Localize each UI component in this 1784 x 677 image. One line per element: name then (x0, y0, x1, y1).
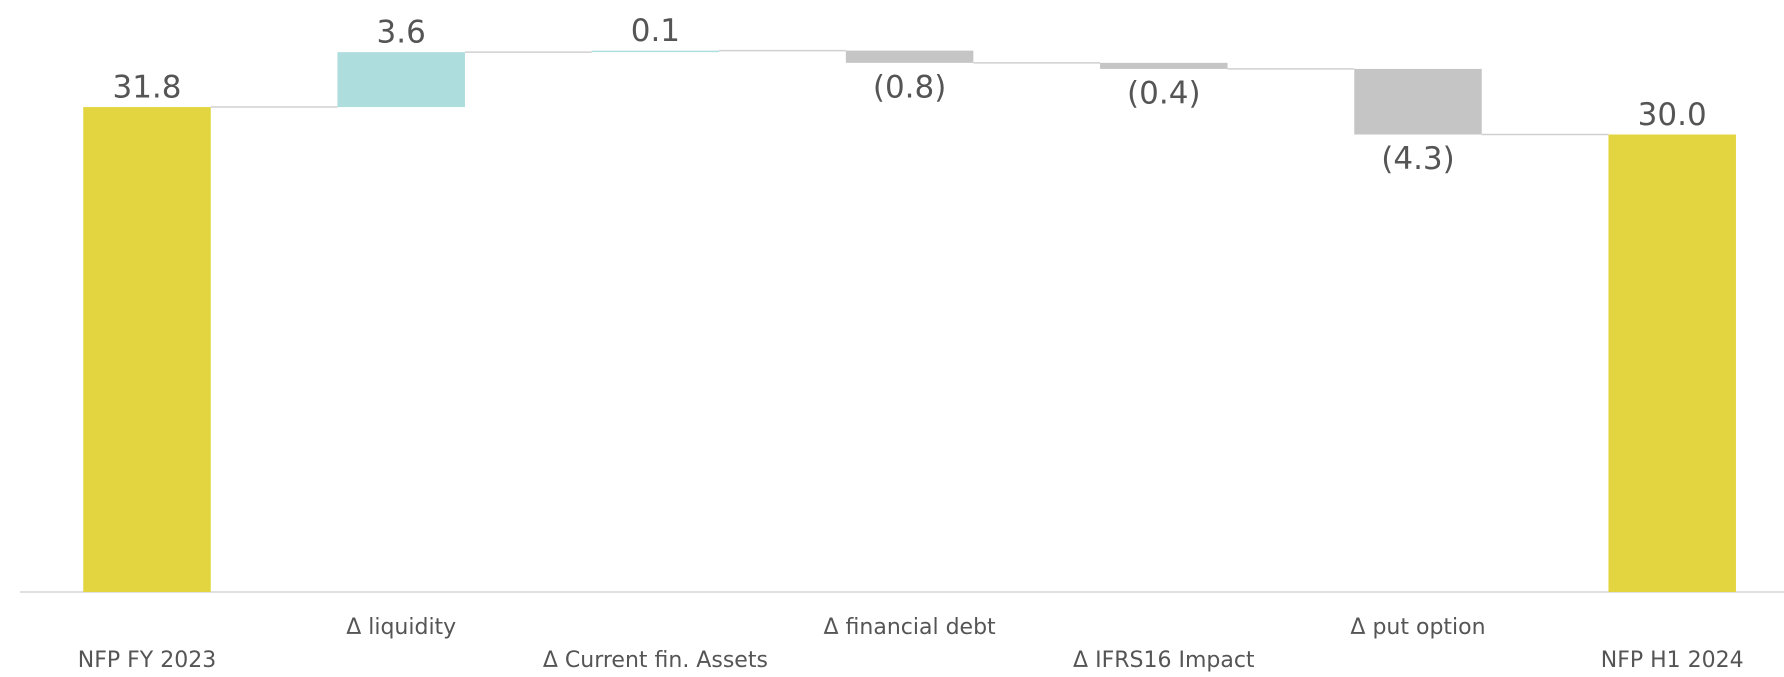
x-tick-label: NFP FY 2023 (78, 648, 216, 673)
value-label: 0.1 (631, 13, 680, 49)
value-label: (0.4) (1127, 75, 1201, 111)
value-label: (0.8) (873, 69, 947, 105)
value-label: 3.6 (377, 15, 426, 51)
bar (1100, 62, 1228, 69)
bar (845, 50, 974, 63)
value-label: (4.3) (1381, 141, 1455, 177)
x-tick-label: Δ financial debt (824, 615, 997, 640)
bar (1608, 134, 1736, 592)
value-label: 30.0 (1638, 97, 1707, 133)
bar (337, 52, 465, 108)
value-label: 31.8 (112, 70, 181, 106)
x-tick-label: Δ Current fin. Assets (543, 648, 768, 673)
x-tick-label: NFP H1 2024 (1601, 648, 1744, 673)
bar (83, 107, 211, 593)
bar (591, 50, 720, 53)
x-tick-label: Δ liquidity (346, 615, 456, 640)
x-tick-label: Δ IFRS16 Impact (1073, 648, 1255, 673)
x-tick-label: Δ put option (1350, 615, 1485, 640)
bar (1354, 68, 1482, 135)
